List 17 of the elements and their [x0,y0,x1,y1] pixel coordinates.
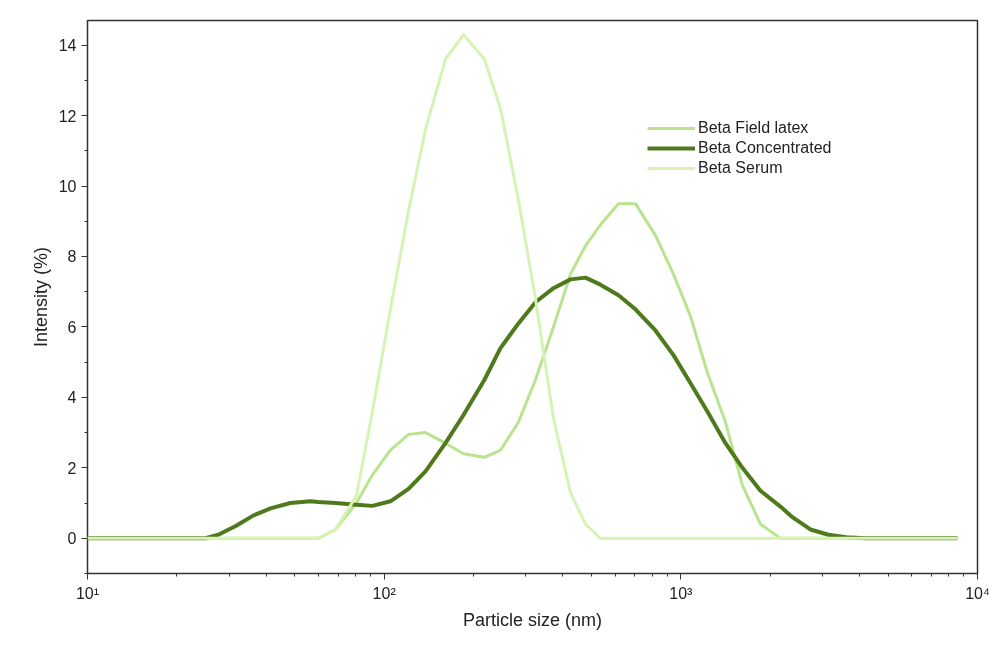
y-tick-label: 0 [67,530,77,548]
y-tick-label: 2 [67,459,77,477]
legend-label: Beta Serum [698,158,783,178]
y-tick-label: 4 [67,389,77,407]
x-tick-label: 10² [372,584,397,602]
x-axis-title: Particle size (nm) [462,609,603,630]
x-tick-label: 10¹ [75,584,100,602]
legend-label: Beta Concentrated [698,138,832,158]
x-tick-label: 10⁴ [965,584,990,602]
y-axis-title: Intensity (%) [30,246,51,348]
y-tick-label: 6 [67,318,77,336]
legend-label: Beta Field latex [698,118,809,138]
y-tick-label: 14 [58,37,77,55]
y-tick-label: 8 [67,248,77,266]
y-tick-label: 10 [58,178,77,196]
x-tick-label: 10³ [669,584,694,602]
y-tick-label: 12 [58,107,77,125]
